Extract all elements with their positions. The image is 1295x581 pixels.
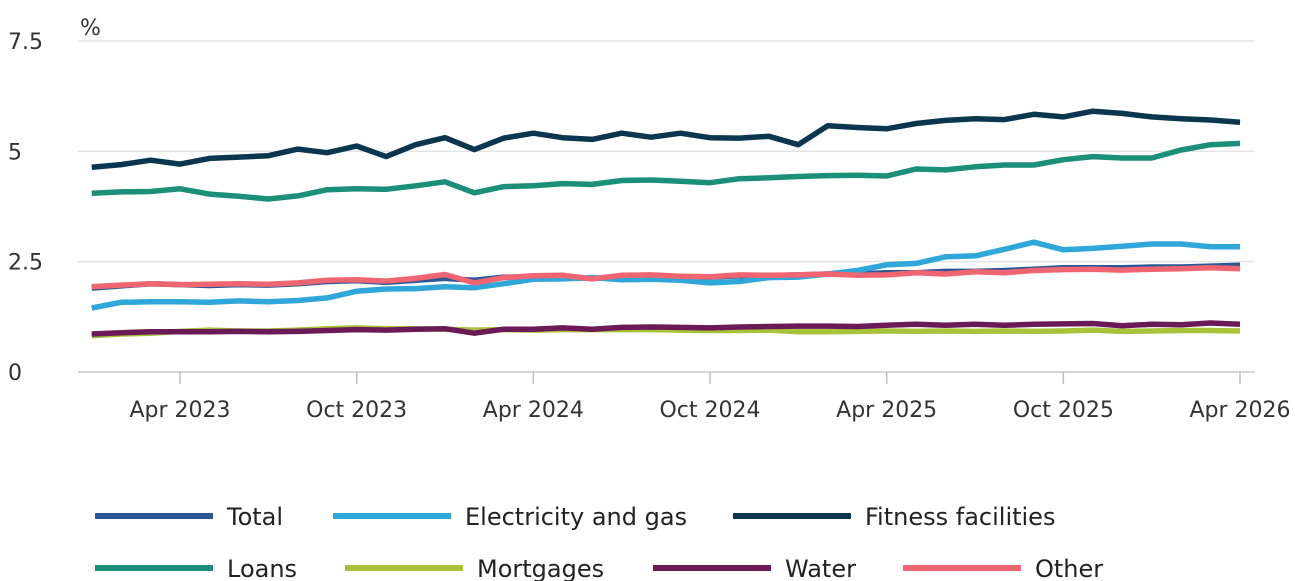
x-tick-label: Apr 2023 bbox=[129, 398, 230, 423]
legend-item-water: Water bbox=[653, 555, 856, 581]
legend-label: Fitness facilities bbox=[865, 503, 1055, 531]
series-line-loans bbox=[91, 140, 1241, 202]
series-line-other bbox=[91, 265, 1241, 290]
y-tick-label: 5 bbox=[8, 140, 22, 165]
x-tick-label: Apr 2024 bbox=[483, 398, 584, 423]
legend-item-other: Other bbox=[903, 555, 1103, 581]
x-tick-label: Apr 2026 bbox=[1189, 398, 1290, 423]
legend-item-fitness-facilities: Fitness facilities bbox=[733, 503, 1055, 531]
legend-label: Electricity and gas bbox=[465, 503, 687, 531]
legend-item-loans: Loans bbox=[95, 555, 297, 581]
series-line-electricity-and-gas bbox=[91, 239, 1240, 311]
x-tick-label: Apr 2025 bbox=[836, 398, 937, 423]
x-axis: Apr 2023 Oct 2023 Apr 2024 Oct 2024 Apr 2025… bbox=[78, 371, 1291, 423]
series-lines bbox=[91, 108, 1241, 339]
y-tick-label: 2.5 bbox=[8, 251, 43, 276]
legend-item-total: Total bbox=[95, 503, 283, 531]
y-axis-ticks: 0 2.5 5 7.5 bbox=[8, 30, 43, 386]
y-axis-unit-label: % bbox=[80, 16, 101, 41]
x-tick-label: Oct 2023 bbox=[306, 398, 407, 423]
legend-label: Other bbox=[1035, 555, 1103, 581]
legend-label: Total bbox=[226, 503, 283, 531]
legend-label: Mortgages bbox=[477, 555, 604, 581]
y-tick-label: 0 bbox=[8, 361, 22, 386]
legend: Total Electricity and gas Fitness faciliti… bbox=[95, 503, 1103, 581]
legend-item-mortgages: Mortgages bbox=[345, 555, 604, 581]
x-tick-label: Oct 2025 bbox=[1013, 398, 1114, 423]
legend-item-electricity-and-gas: Electricity and gas bbox=[333, 503, 687, 531]
x-tick-label: Oct 2024 bbox=[659, 398, 760, 423]
y-tick-label: 7.5 bbox=[8, 30, 43, 55]
series-line-fitness-facilities bbox=[91, 108, 1241, 170]
series-line-water bbox=[91, 320, 1241, 337]
legend-label: Water bbox=[785, 555, 856, 581]
gridlines bbox=[78, 40, 1255, 263]
legend-label: Loans bbox=[227, 555, 297, 581]
